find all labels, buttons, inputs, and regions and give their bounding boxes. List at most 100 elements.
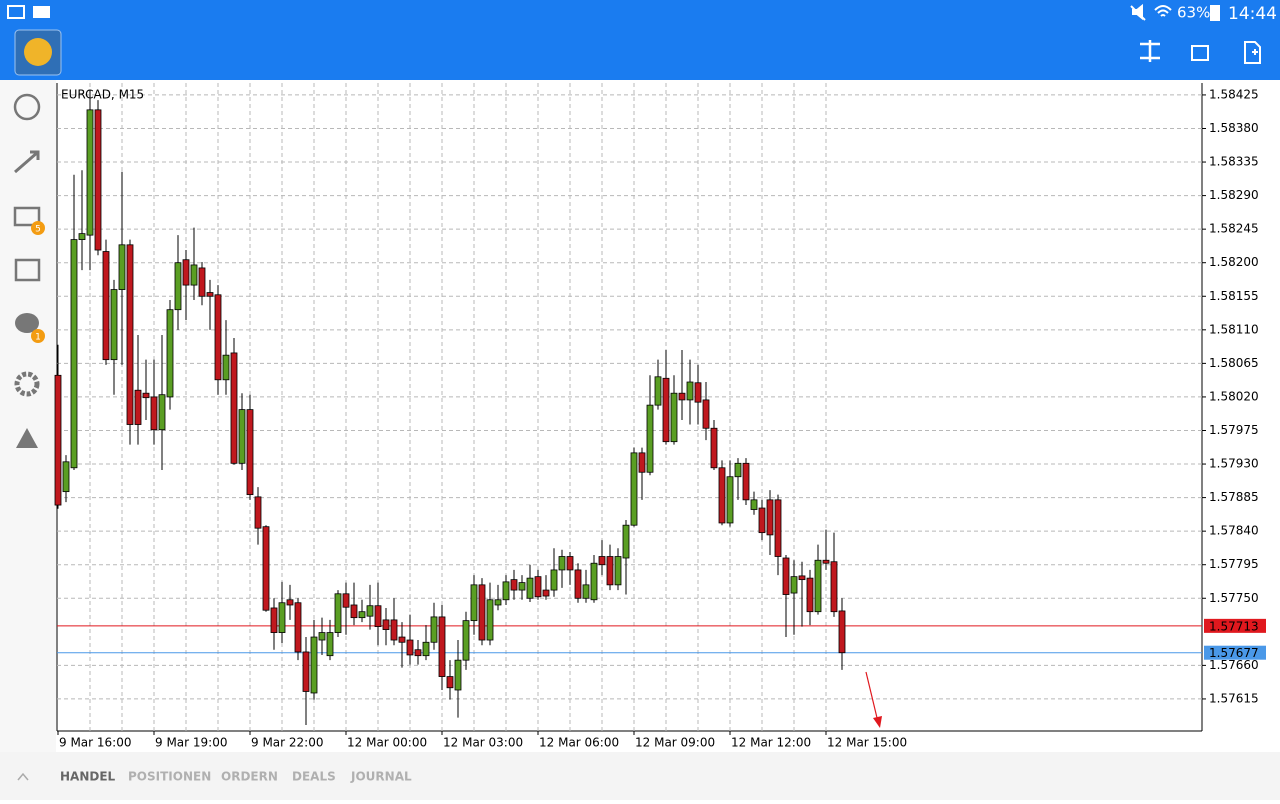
news-button[interactable] — [14, 258, 41, 282]
y-tick-label: 1.57615 — [1209, 691, 1259, 705]
candle-body — [214, 294, 222, 381]
candle-body — [262, 526, 270, 611]
chat-button[interactable] — [15, 313, 39, 333]
app-bar — [0, 0, 1280, 80]
candle-body — [574, 569, 582, 599]
candle-body — [334, 593, 342, 633]
candle-body — [150, 396, 158, 431]
candle-body — [502, 581, 510, 601]
x-tick-label: 12 Mar 06:00 — [539, 736, 619, 750]
candle-body — [542, 589, 550, 597]
community-button[interactable] — [16, 428, 38, 448]
candle-body — [654, 376, 662, 406]
candle-body — [558, 556, 566, 571]
candle-body — [102, 251, 110, 361]
candles — [54, 89, 846, 726]
x-tick-label: 12 Mar 03:00 — [443, 736, 523, 750]
candle-body — [326, 632, 334, 657]
battery-percent: 63% — [1177, 4, 1210, 22]
arrow-head — [873, 716, 882, 728]
price-label-box — [1204, 618, 1266, 633]
candle-body — [166, 309, 174, 398]
app-icon-coin — [24, 38, 52, 66]
candle-body — [518, 582, 526, 591]
candle-body — [438, 616, 446, 677]
candle-body — [582, 584, 590, 599]
candle-body — [110, 289, 118, 361]
axes: 1.58425 1.58380 1.58335 1.58290 1.58245 1.582… — [57, 87, 1266, 750]
accounts-button[interactable] — [13, 93, 41, 121]
candle-body — [470, 584, 478, 622]
y-tick-label: 1.57975 — [1209, 423, 1259, 437]
candle-body — [350, 604, 358, 619]
clock: 14:44 — [1228, 4, 1277, 24]
candle-body — [310, 636, 318, 694]
candle-body — [366, 605, 374, 617]
candle-body — [806, 577, 814, 613]
candle-body — [814, 559, 822, 613]
y-tick-label: 1.58065 — [1209, 356, 1259, 370]
candle-body — [622, 524, 630, 559]
mail-icon — [33, 6, 50, 18]
y-tick-label: 1.57795 — [1209, 557, 1259, 571]
y-tick-label: 1.57660 — [1209, 658, 1259, 672]
candle-body — [158, 394, 166, 431]
y-tick-label: 1.57750 — [1209, 591, 1259, 605]
tab[interactable]: DEALS — [292, 770, 336, 784]
candle-body — [750, 499, 758, 510]
candle-body — [94, 109, 102, 251]
x-tick-label: 9 Mar 22:00 — [251, 736, 324, 750]
candle-body — [414, 649, 422, 657]
candle-body — [54, 374, 62, 506]
candle-body — [454, 659, 462, 691]
candle-body — [766, 499, 774, 536]
candle-body — [142, 392, 150, 399]
candle-body — [342, 593, 350, 608]
y-tick-label: 1.58290 — [1209, 188, 1259, 202]
candle-body — [462, 620, 470, 661]
candle-body — [230, 352, 238, 464]
expand-button[interactable] — [17, 772, 29, 781]
candle-body — [446, 676, 454, 689]
symbols-button[interactable] — [1140, 40, 1160, 62]
tab[interactable]: JOURNAL — [350, 770, 412, 784]
y-tick-label: 1.58110 — [1209, 322, 1259, 336]
arrow-line — [865, 671, 879, 723]
candle-body — [190, 264, 198, 286]
x-tick-label: 9 Mar 19:00 — [155, 736, 228, 750]
mail-button[interactable] — [13, 206, 41, 227]
candle-body — [238, 409, 246, 464]
candle-body — [206, 292, 214, 297]
candle-body — [566, 556, 574, 571]
candle-body — [398, 636, 406, 643]
candle-body — [798, 575, 806, 581]
candle-body — [710, 427, 718, 469]
candle-body — [774, 499, 782, 557]
candle-body — [630, 452, 638, 526]
tab[interactable]: POSITIONEN — [128, 770, 211, 784]
y-tick-label: 1.58335 — [1209, 155, 1259, 169]
candle-body — [534, 576, 542, 598]
candle-body — [526, 577, 534, 599]
mail-badge — [31, 221, 45, 235]
candle-body — [422, 641, 430, 657]
tab[interactable]: ORDERN — [221, 770, 278, 784]
y-tick-label: 1.57885 — [1209, 490, 1259, 504]
chat-badge — [31, 329, 45, 343]
trade-button[interactable] — [14, 150, 40, 174]
candle-body — [70, 239, 78, 469]
candle-body — [694, 382, 702, 403]
battery-icon — [1210, 5, 1220, 21]
y-tick-label: 1.58155 — [1209, 289, 1259, 303]
price-label-box — [1204, 645, 1266, 660]
x-tick-label: 12 Mar 15:00 — [827, 736, 907, 750]
new-chart-button[interactable] — [1244, 41, 1261, 64]
windows-button[interactable] — [1191, 45, 1209, 61]
candle-body — [86, 109, 94, 236]
tab[interactable]: HANDEL — [60, 770, 116, 784]
y-tick-label: 1.58380 — [1209, 121, 1259, 135]
candle-body — [118, 244, 126, 290]
settings-button[interactable] — [14, 371, 40, 397]
candle-body — [486, 599, 494, 641]
